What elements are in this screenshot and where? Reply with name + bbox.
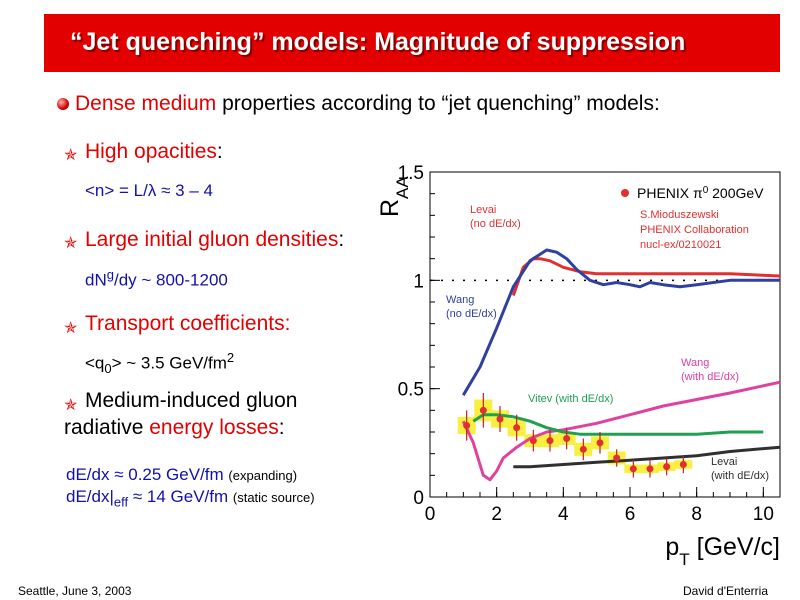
x-tick-label: 2 <box>491 504 502 525</box>
y-tick-label: 0.5 <box>398 380 424 401</box>
formula-energy-loss-1: dE/dx ≈ 0.25 GeV/fm (expanding) <box>66 465 297 485</box>
curve-label: (with dE/dx) <box>681 371 739 383</box>
legend-ref: PHENIX Collaboration <box>640 224 749 236</box>
footer-left: Seattle, June 3, 2003 <box>18 584 132 598</box>
legend-ref: nucl-ex/0210021 <box>640 239 721 251</box>
main-bullet: Dense medium properties according to “je… <box>75 92 660 116</box>
curve-label: Levai <box>711 456 737 468</box>
series-curve-1 <box>462 248 780 396</box>
formula-part: /dy ~ 800-1200 <box>113 270 228 290</box>
legend-marker <box>621 189 629 197</box>
item-label-suffix: : <box>338 228 345 251</box>
formula-part: <q <box>85 353 105 373</box>
main-bullet-text: properties according to “jet quenching” … <box>216 92 660 115</box>
data-point <box>513 424 521 432</box>
curve-label: (no dE/dx) <box>470 218 521 230</box>
bullet-sphere-icon <box>57 98 69 110</box>
main-bullet-highlight: Dense medium <box>75 92 217 115</box>
x-tick-label: 0 <box>425 504 436 525</box>
x-axis-label: pT [GeV/c] <box>665 533 780 569</box>
formula-note: (expanding) <box>228 468 298 483</box>
formula-part: dN <box>85 270 107 290</box>
formula-part: dE/dx ≈ 0.25 GeV/fm <box>66 465 224 484</box>
formula-energy-loss-2: dE/dx|eff ≈ 14 GeV/fm (static source) <box>66 487 315 509</box>
formula-part: ≈ 14 GeV/fm <box>128 487 229 506</box>
item-label: radiative <box>64 416 150 439</box>
plot-frame <box>429 171 781 498</box>
item-transport: Transport coefficients: <box>85 312 290 336</box>
item-label: Large initial gluon densities <box>85 228 339 251</box>
data-point <box>546 437 554 445</box>
data-point <box>563 435 571 442</box>
formula-sub: eff <box>113 494 129 510</box>
x-tick-label: 6 <box>625 504 636 525</box>
raa-chart: 0 2 4 6 8 10 0 0.5 1 1.5 pT [GeV/c] RAA PHENIX π0 20… <box>376 163 781 569</box>
item-label-highlight: energy losses <box>149 416 279 439</box>
formula-transport: <q0> ~ 3.5 GeV/fm2 <box>85 350 234 376</box>
curve-label: Levai <box>470 204 496 216</box>
data-point <box>679 461 687 468</box>
series-curve-2 <box>461 380 781 482</box>
y-tick-label: 1 <box>413 271 424 292</box>
item-label: Transport coefficients: <box>85 312 291 335</box>
data-point <box>596 439 604 447</box>
curve-label: Wang <box>681 357 709 369</box>
legend-ref: S.Mioduszewski <box>640 209 719 221</box>
y-tick-label: 1.5 <box>398 163 424 184</box>
star-icon: ✯ <box>64 320 78 337</box>
curve-label: Vitev (with dE/dx) <box>528 393 613 405</box>
data-point <box>579 445 587 453</box>
formula-part: > ~ 3.5 GeV/fm <box>111 353 227 373</box>
formula-part: dE/dx| <box>66 487 114 506</box>
data-point <box>529 437 537 445</box>
star-icon: ✯ <box>64 235 78 252</box>
data-point <box>479 406 487 414</box>
x-tick-label: 10 <box>753 504 774 525</box>
formula-sub: 0 <box>104 361 112 377</box>
curve-label: Wang <box>446 294 474 306</box>
formula-sup: g <box>106 267 114 282</box>
legend-label: PHENIX π0 200GeV <box>637 185 764 202</box>
footer-right: David d'Enterria <box>683 584 768 598</box>
formula-note: (static source) <box>232 490 315 505</box>
star-icon: ✯ <box>64 147 78 164</box>
data-point <box>613 454 621 462</box>
data-point <box>496 415 504 423</box>
item-label-suffix: : <box>278 416 285 439</box>
series-curve-4 <box>513 445 781 469</box>
curve-label: (with dE/dx) <box>711 470 769 482</box>
y-axis-label: RAA <box>376 176 412 217</box>
formula-gluon-density: dNg/dy ~ 800-1200 <box>85 267 228 291</box>
y-tick-label: 0 <box>413 488 424 509</box>
item-label: High opacities <box>85 140 217 163</box>
slide-title: “Jet quenching” models: Magnitude of sup… <box>70 28 686 56</box>
data-point <box>463 422 471 429</box>
data-point <box>663 463 671 471</box>
item-gluon-densities: Large initial gluon densities: <box>85 228 344 252</box>
data-point <box>646 465 654 473</box>
item-high-opacities: High opacities: <box>85 140 223 164</box>
series-curve-0 <box>511 257 781 297</box>
formula-opacity: <n> = L/λ ≈ 3 – 4 <box>85 181 213 200</box>
x-tick-label: 4 <box>558 504 569 525</box>
curve-label: (no dE/dx) <box>446 308 497 320</box>
star-icon: ✯ <box>64 397 78 414</box>
item-energy-loss-line1: Medium-induced gluon <box>85 389 298 412</box>
item-energy-loss-line2: radiative energy losses: <box>64 416 285 440</box>
formula-sup: 2 <box>226 350 235 365</box>
item-label-suffix: : <box>216 140 223 163</box>
data-point <box>629 465 637 473</box>
title-bar <box>44 14 780 72</box>
x-tick-label: 8 <box>691 504 702 525</box>
